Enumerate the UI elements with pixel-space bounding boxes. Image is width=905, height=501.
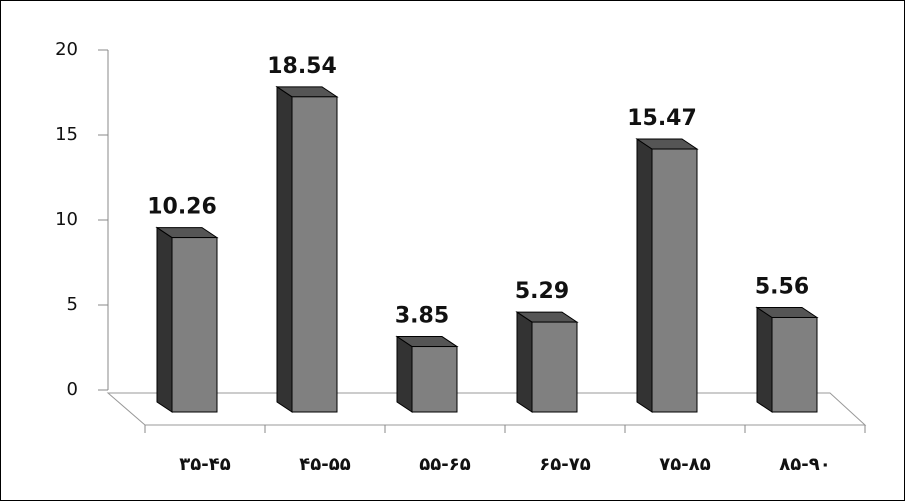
value-label: 18.54 xyxy=(267,54,337,79)
bar xyxy=(155,226,219,413)
bar-front xyxy=(291,96,338,413)
bar-side xyxy=(636,138,653,413)
bar xyxy=(755,306,819,413)
x-tick-label: ۳۵-۴۵ xyxy=(179,454,230,475)
x-tick-label: ۸۵-۹۰ xyxy=(779,454,830,475)
y-tick-label: 20 xyxy=(55,39,78,60)
value-label: 10.26 xyxy=(147,195,217,220)
bar xyxy=(635,138,699,413)
bar-front xyxy=(531,321,578,413)
value-label: 15.47 xyxy=(627,106,697,131)
value-label: 5.29 xyxy=(515,279,569,304)
x-tick-label: ۴۵-۵۵ xyxy=(299,454,350,475)
y-tick-label: 0 xyxy=(67,379,78,400)
y-tick-label: 10 xyxy=(55,209,78,230)
bar-side xyxy=(516,311,533,413)
floor xyxy=(106,392,867,426)
bar xyxy=(395,335,459,413)
bar xyxy=(275,85,339,413)
bar-side xyxy=(276,85,293,413)
bar-front xyxy=(411,346,458,413)
y-tick-label: 15 xyxy=(55,124,78,145)
value-label: 5.56 xyxy=(755,274,809,299)
bar-side xyxy=(756,306,773,413)
bar xyxy=(515,311,579,413)
x-tick-label: ۶۵-۷۵ xyxy=(539,454,590,475)
bar-front xyxy=(651,148,698,413)
y-tick-label: 5 xyxy=(67,294,78,315)
bar-front xyxy=(171,237,218,413)
bar-side xyxy=(396,335,413,413)
x-tick-label: ۵۵-۶۵ xyxy=(419,454,470,475)
x-tick-label: ۷۵-۸۵ xyxy=(659,454,710,475)
value-label: 3.85 xyxy=(395,304,449,329)
bar-side xyxy=(156,226,173,413)
bar-front xyxy=(771,316,818,413)
